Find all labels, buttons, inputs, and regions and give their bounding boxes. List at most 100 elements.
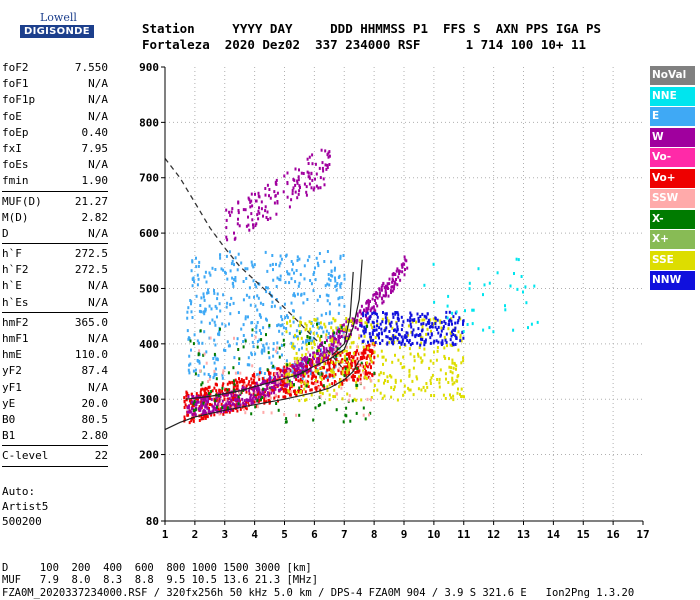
- trace-point: [290, 301, 293, 305]
- trace-point: [308, 155, 311, 159]
- param-row: foE N/A: [2, 109, 108, 125]
- param-row: yF1 N/A: [2, 380, 108, 396]
- trace-point: [197, 397, 199, 401]
- trace-point: [271, 385, 273, 389]
- trace-point: [389, 374, 392, 378]
- trace-point: [295, 362, 298, 366]
- trace-point: [421, 324, 424, 328]
- trace-point: [330, 326, 333, 330]
- trace-point: [348, 364, 351, 368]
- trace-point: [243, 383, 246, 387]
- trace-point: [191, 284, 194, 288]
- trace-point: [321, 326, 323, 330]
- trace-point: [351, 321, 354, 325]
- trace-point: [348, 362, 350, 366]
- trace-point: [428, 321, 431, 325]
- trace-point: [313, 357, 316, 361]
- trace-point: [225, 226, 228, 230]
- trace-point: [438, 377, 441, 381]
- trace-point: [275, 298, 278, 301]
- trace-point: [445, 340, 448, 344]
- param-name: MUF(D): [2, 194, 42, 208]
- trace-point: [348, 398, 350, 402]
- trace-point: [254, 393, 257, 396]
- trace-point: [394, 353, 396, 357]
- trace-point: [328, 364, 331, 368]
- trace-point: [412, 319, 415, 322]
- trace-point: [439, 319, 442, 323]
- trace-point: [200, 393, 203, 397]
- trace-point: [338, 303, 341, 307]
- trace-point: [237, 211, 240, 215]
- trace-point: [346, 370, 349, 374]
- trace-point: [455, 364, 458, 368]
- trace-point: [196, 283, 199, 287]
- trace-point: [351, 324, 354, 327]
- trace-point: [237, 402, 240, 406]
- trace-point: [227, 402, 230, 406]
- trace-point: [247, 196, 250, 200]
- trace-point: [403, 365, 406, 369]
- trace-point: [306, 170, 309, 174]
- trace-point: [223, 348, 225, 352]
- trace-point: [297, 178, 300, 182]
- trace-point: [348, 333, 351, 337]
- trace-point: [423, 283, 426, 287]
- trace-point: [242, 379, 245, 383]
- trace-point: [338, 336, 341, 339]
- trace-point: [415, 320, 418, 324]
- trace-point: [460, 395, 463, 398]
- trace-point: [192, 403, 194, 407]
- y-tick-label: 600: [139, 227, 159, 240]
- trace-point: [217, 402, 220, 406]
- trace-point: [186, 392, 189, 396]
- trace-point: [293, 368, 296, 372]
- trace-point: [304, 379, 307, 383]
- trace-point: [360, 361, 363, 365]
- trace-point: [296, 361, 299, 365]
- trace-point: [189, 299, 192, 302]
- trace-point: [314, 364, 317, 368]
- trace-point: [201, 387, 204, 391]
- trace-point: [196, 273, 199, 277]
- trace-point: [253, 263, 256, 267]
- trace-point: [335, 331, 338, 335]
- trace-point: [299, 364, 302, 367]
- trace-point: [308, 338, 311, 342]
- trace-point: [381, 301, 384, 305]
- trace-point: [420, 360, 423, 364]
- trace-point: [236, 387, 239, 391]
- trace-point: [333, 334, 336, 338]
- legend-item-vo-: Vo+: [650, 168, 695, 188]
- param-value: 80.5: [81, 412, 109, 426]
- trace-point: [345, 328, 348, 332]
- trace-point: [383, 286, 386, 290]
- trace-point: [252, 389, 255, 393]
- trace-point: [402, 355, 405, 359]
- trace-point: [314, 278, 317, 282]
- trace-point: [252, 378, 255, 382]
- trace-point: [416, 312, 419, 316]
- trace-point: [281, 318, 284, 322]
- trace-point: [283, 343, 286, 347]
- trace-point: [279, 383, 282, 387]
- trace-point: [389, 322, 392, 326]
- trace-point: [262, 391, 265, 395]
- trace-point: [449, 343, 452, 347]
- trace-point: [304, 328, 307, 332]
- trace-point: [317, 369, 320, 373]
- trace-point: [402, 262, 405, 266]
- trace-point: [319, 375, 322, 379]
- trace-point: [211, 404, 214, 408]
- trace-point: [328, 345, 331, 349]
- trace-point: [231, 276, 234, 280]
- trace-point: [408, 339, 411, 342]
- trace-point: [374, 312, 377, 315]
- trace-point: [399, 346, 401, 350]
- trace-point: [331, 274, 334, 278]
- trace-point: [256, 345, 259, 349]
- trace-point: [203, 389, 206, 392]
- trace-point: [334, 284, 337, 288]
- trace-point: [285, 384, 288, 388]
- trace-point: [224, 410, 227, 414]
